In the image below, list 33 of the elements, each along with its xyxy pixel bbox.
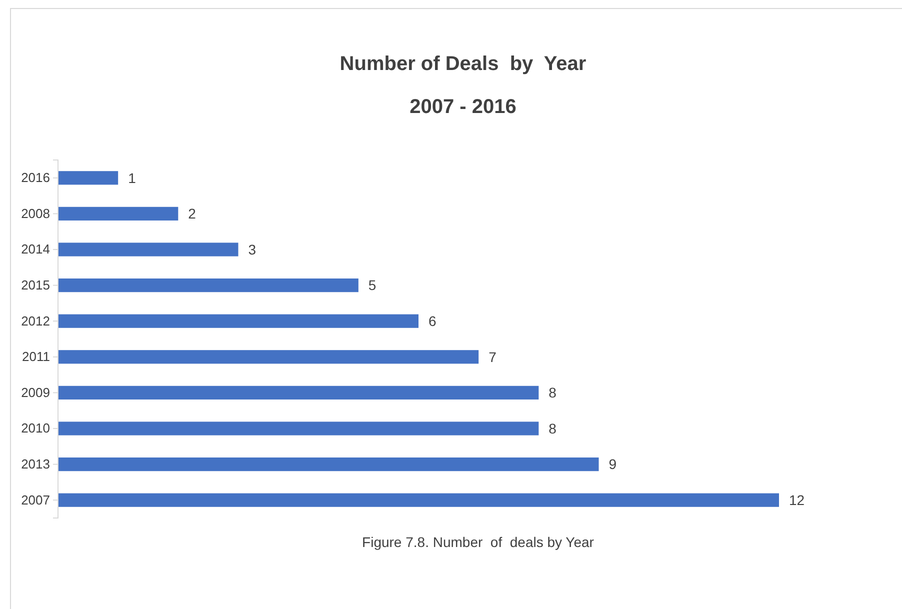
bar	[58, 493, 779, 507]
bar	[58, 386, 539, 400]
bar	[58, 422, 539, 436]
chart-title: Number of Deals by Year	[340, 53, 586, 75]
data-label: 6	[428, 313, 436, 329]
y-tick-label: 2013	[21, 456, 50, 472]
y-tick-label: 2014	[21, 242, 50, 257]
data-label: 3	[248, 241, 256, 258]
data-label: 9	[608, 456, 617, 472]
bar	[58, 242, 238, 256]
bar	[58, 458, 599, 472]
y-tick-label: 2009	[21, 384, 50, 400]
data-label: 2	[188, 206, 196, 222]
caption: Figure 7.8. Number of deals by Year	[362, 534, 594, 550]
data-label: 7	[488, 348, 497, 365]
data-label: 1	[128, 170, 136, 186]
y-tick-label: 2011	[22, 349, 50, 364]
data-label: 5	[368, 277, 376, 294]
data-label: 12	[789, 492, 805, 508]
data-label: 8	[548, 420, 557, 436]
y-tick-label: 2007	[21, 492, 50, 508]
bar	[58, 350, 479, 364]
bar	[58, 171, 118, 185]
y-tick-label: 2010	[21, 420, 50, 436]
y-tick-label: 2012	[21, 313, 50, 328]
y-tick-label: 2016	[21, 170, 50, 186]
data-label: 8	[548, 384, 557, 401]
chart-subtitle: 2007 - 2016	[410, 96, 516, 118]
bar	[58, 314, 418, 328]
bar	[58, 278, 358, 292]
y-tick-label: 2008	[21, 206, 50, 221]
y-tick-label: 2015	[21, 277, 50, 292]
bar	[58, 206, 178, 220]
